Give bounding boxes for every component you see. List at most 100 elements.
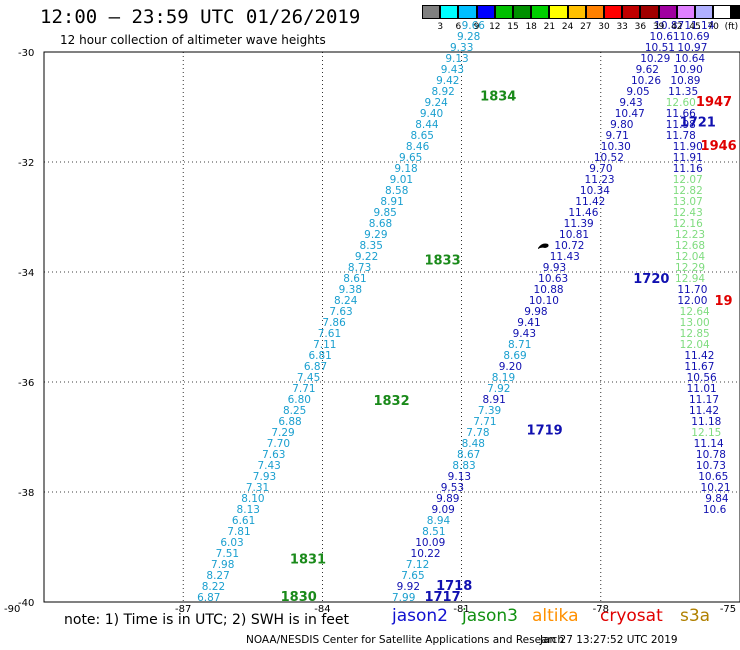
swh-point: 9.89 — [436, 493, 459, 505]
swh-point: 9.38 — [339, 284, 362, 296]
swh-point: 9.42 — [436, 75, 459, 87]
swh-point: 9.71 — [605, 130, 628, 142]
swh-point: 7.29 — [271, 427, 294, 439]
legend-jason3: jason3 — [462, 606, 518, 626]
swh-point: 11.66 — [666, 108, 696, 120]
legend-altika: altika — [532, 606, 579, 626]
footer-timestamp: Jan 27 13:27:52 UTC 2019 — [540, 634, 678, 646]
swh-point: 8.83 — [452, 460, 475, 472]
swh-point: 8.35 — [360, 240, 383, 252]
colorbar-label: 18 — [525, 22, 537, 32]
swh-point: 9.85 — [373, 207, 396, 219]
swh-point: 11.42 — [689, 405, 719, 417]
swh-point: 7.11 — [313, 339, 336, 351]
y-tick-label: -30 — [18, 48, 34, 59]
swh-point: 12.64 — [680, 306, 710, 318]
swh-point: 8.58 — [385, 185, 408, 197]
swh-point: 10.52 — [594, 152, 624, 164]
swh-point: 8.92 — [431, 86, 454, 98]
swh-point: 8.71 — [508, 339, 531, 351]
swh-point: 7.43 — [257, 460, 280, 472]
plot-frame — [43, 51, 740, 603]
swh-point: 11.98 — [666, 119, 696, 131]
x-corner-label: -90 — [4, 604, 20, 615]
swh-point: 8.44 — [415, 119, 439, 131]
swh-point: 10.56 — [687, 372, 717, 384]
colorbar-swatch — [695, 5, 714, 19]
swh-point: 11.90 — [673, 141, 703, 153]
swh-point: 8.46 — [406, 141, 430, 153]
swh-point: 7.45 — [297, 372, 320, 384]
swh-point: 6.61 — [232, 515, 255, 527]
colorbar-label: 42 — [671, 22, 683, 32]
swh-point: 6.81 — [308, 350, 331, 362]
colorbar-label: 33 — [616, 22, 628, 32]
colorbar-swatch — [604, 5, 623, 19]
swh-point: 9.65 — [399, 152, 422, 164]
swh-point: 7.93 — [253, 471, 276, 483]
swh-point: 9.09 — [431, 504, 454, 516]
swh-point: 7.63 — [262, 449, 285, 461]
swh-point: 9.13 — [448, 471, 471, 483]
swh-point: 13.00 — [680, 317, 710, 329]
swh-point: 12.07 — [673, 174, 703, 186]
swh-point: 11.35 — [668, 86, 698, 98]
swh-point: 10.29 — [640, 53, 670, 65]
swh-point: 6.80 — [288, 394, 311, 406]
swh-point: 8.67 — [457, 449, 480, 461]
colorbar-label: 45 — [689, 22, 701, 32]
colorbar-label: 39 — [652, 22, 665, 32]
data-points: 6.878.228.277.987.516.037.816.618.138.10… — [197, 9, 731, 604]
small-island-icon — [538, 243, 549, 249]
swh-point: 10.51 — [645, 42, 675, 54]
colorbar-label: 24 — [561, 22, 574, 32]
swh-point: 7.63 — [329, 306, 352, 318]
swh-point: 7.81 — [227, 526, 250, 538]
swh-point: 9.20 — [499, 361, 522, 373]
swh-point: 8.13 — [237, 504, 260, 516]
colorbar-label: 15 — [507, 22, 519, 32]
swh-point: 12.60 — [666, 97, 696, 109]
swh-point: 10.78 — [696, 449, 726, 461]
swh-point: 8.48 — [462, 438, 485, 450]
swh-point: 10.88 — [534, 284, 564, 296]
colorbar-swatch — [476, 5, 495, 19]
pass-time-label: 1718 — [436, 579, 472, 594]
swh-point: 11.91 — [673, 152, 703, 164]
swh-point: 10.21 — [701, 482, 731, 494]
pass-time-label: 1832 — [373, 394, 409, 409]
swh-point: 10.6 — [703, 504, 727, 516]
pass-time-label: 1717 — [424, 590, 460, 605]
swh-point: 9.62 — [636, 64, 659, 76]
swh-point: 11.42 — [684, 350, 714, 362]
swh-point: 9.43 — [441, 64, 464, 76]
swh-point: 8.68 — [369, 218, 392, 230]
chart-title: 12:00 – 23:59 UTC 01/26/2019 — [40, 6, 361, 28]
swh-point: 11.17 — [689, 394, 719, 406]
swh-point: 7.12 — [406, 559, 429, 571]
swh-point: 9.33 — [450, 42, 473, 54]
swh-point: 11.43 — [550, 251, 580, 263]
swh-point: 12.00 — [677, 295, 707, 307]
chart-subtitle: 12 hour collection of altimeter wave hei… — [60, 33, 326, 47]
swh-point: 11.42 — [575, 196, 605, 208]
swh-point: 7.51 — [216, 548, 239, 560]
footer-credit: NOAA/NESDIS Center for Satellite Applica… — [246, 634, 564, 646]
swh-point: 10.63 — [538, 273, 568, 285]
swh-point: 7.92 — [487, 383, 510, 395]
x-tick-label: -87 — [175, 604, 191, 615]
legend-cryosat: cryosat — [600, 606, 663, 626]
y-tick-label: -36 — [18, 378, 34, 389]
swh-point: 10.09 — [415, 537, 445, 549]
swh-point: 8.73 — [348, 262, 371, 274]
swh-point: 9.66 — [462, 20, 486, 32]
swh-point: 9.98 — [524, 306, 547, 318]
swh-point: 9.22 — [355, 251, 378, 263]
legend-jason2: jason2 — [392, 606, 448, 626]
colorbar-swatch — [513, 5, 532, 19]
swh-point: 12.94 — [675, 273, 705, 285]
swh-point: 10.97 — [677, 42, 707, 54]
swh-point: 10.90 — [673, 64, 703, 76]
colorbar-swatch — [531, 5, 550, 19]
